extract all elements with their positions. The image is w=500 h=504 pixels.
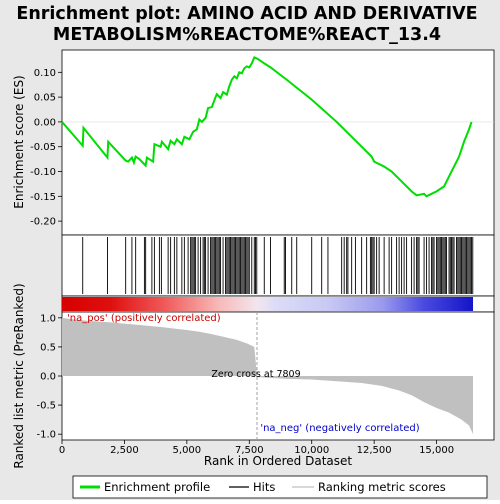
- enrichment-profile-line: [61, 56, 473, 198]
- x-tick-label: 7,500: [235, 445, 264, 456]
- x-tick-label: 15,000: [419, 445, 454, 456]
- chart-title-line1: Enrichment plot: AMINO ACID AND DERIVATI…: [16, 4, 477, 24]
- legend-enrichment-label: Enrichment profile: [104, 480, 210, 494]
- hit-lines: [82, 237, 474, 294]
- es-panel: [61, 49, 495, 236]
- rank-color-bar: [62, 297, 474, 311]
- pos-correlated-label: 'na_pos' (positively correlated): [67, 313, 221, 324]
- es-y-tick-label: -0.15: [30, 192, 56, 203]
- ranking-metric-area: [62, 317, 474, 435]
- x-tick-label: 2,500: [110, 445, 139, 456]
- metric-y-tick-label: 1.0: [40, 313, 56, 324]
- metric-y-axis-label: Ranked list metric (PreRanked): [12, 283, 26, 468]
- metric-y-tick-label: -1.0: [36, 430, 56, 441]
- x-tick-label: 10,000: [294, 445, 329, 456]
- es-y-tick-label: 0.00: [34, 117, 56, 128]
- legend-box: [72, 475, 488, 499]
- es-y-tick-label: 0.05: [34, 93, 56, 104]
- es-y-tick-label: -0.20: [30, 217, 56, 228]
- neg-correlated-label: 'na_neg' (negatively correlated): [260, 423, 419, 434]
- zero-cross-label: Zero cross at 7809: [211, 369, 300, 380]
- x-tick-label: 12,500: [357, 445, 392, 456]
- metric-y-tick-label: -0.5: [36, 401, 56, 412]
- es-y-axis: 0.10 0.05 0.00 -0.05 -0.10 -0.15 -0.20: [30, 68, 494, 228]
- hits-panel: [61, 234, 495, 297]
- x-tick-label: 5,000: [173, 445, 202, 456]
- es-y-tick-label: 0.10: [34, 68, 56, 79]
- x-axis: 0 2,500 5,000 7,500 10,000 12,500 15,000: [59, 440, 454, 456]
- es-y-tick-label: -0.05: [30, 142, 56, 153]
- x-axis-label: Rank in Ordered Dataset: [204, 454, 352, 468]
- x-tick-label: 0: [59, 445, 65, 456]
- chart-title-line2: METABOLISM%REACTOME%REACT_13.4: [53, 25, 441, 45]
- legend-metric-label: Ranking metric scores: [318, 480, 446, 494]
- metric-y-axis: 1.0 0.5 0.0 -0.5 -1.0: [36, 313, 62, 441]
- es-y-axis-label: Enrichment score (ES): [12, 75, 26, 208]
- metric-y-tick-label: 0.0: [40, 372, 56, 383]
- metric-y-tick-label: 0.5: [40, 342, 56, 353]
- legend-hits-label: Hits: [253, 480, 275, 494]
- es-y-tick-label: -0.10: [30, 167, 56, 178]
